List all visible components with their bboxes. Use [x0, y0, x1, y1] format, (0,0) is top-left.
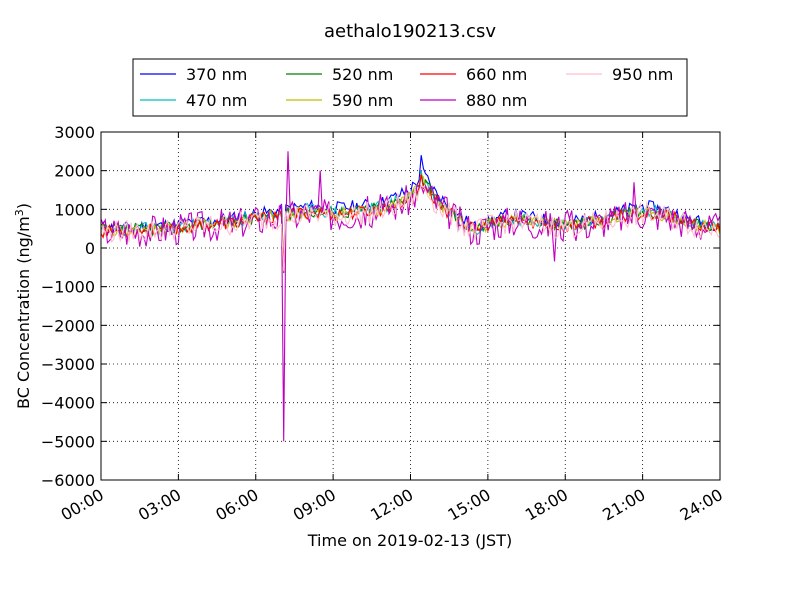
x-tick-label: 15:00 [444, 485, 493, 525]
legend: 370 nm 470 nm 520 nm 590 nm 660 nm 880 nm 950 … [132, 58, 688, 117]
x-tick-label: 18:00 [522, 485, 571, 525]
x-tick-label: 09:00 [290, 485, 339, 525]
legend-label: 470 nm [186, 91, 247, 110]
y-tick-label: −1000 [41, 278, 95, 297]
x-tick-label: 21:00 [599, 485, 648, 525]
y-tick-label: 0 [85, 239, 95, 258]
y-axis-label: BC Concentration (ng/m3) [13, 203, 33, 409]
legend-label: 660 nm [466, 65, 527, 84]
y-tick-label: −6000 [41, 471, 95, 490]
y-tick-label: 1000 [54, 200, 95, 219]
x-tick-label: 24:00 [677, 485, 726, 525]
legend-frame [132, 58, 688, 117]
legend-label: 950 nm [612, 65, 673, 84]
y-tick-label: −5000 [41, 432, 95, 451]
x-tick-label: 00:00 [58, 485, 107, 525]
y-tick-label: 2000 [54, 162, 95, 181]
y-axis-label-main: BC Concentration (ng/m [14, 216, 33, 409]
y-axis-label-superscript: 3 [13, 209, 26, 216]
x-tick-label: 06:00 [212, 485, 261, 525]
x-tick-label: 12:00 [367, 485, 416, 525]
series-line-590nm [100, 173, 721, 272]
series-line-950nm [100, 185, 721, 272]
legend-label: 370 nm [186, 65, 247, 84]
legend-label: 880 nm [466, 91, 527, 110]
y-axis-label-end: ) [14, 203, 33, 209]
x-axis-label: Time on 2019-02-13 (JST) [307, 531, 512, 550]
y-tick-label: −3000 [41, 355, 95, 374]
y-tick-label: −2000 [41, 316, 95, 335]
series-line-880nm [100, 151, 721, 442]
x-tick-label: 03:00 [135, 485, 184, 525]
chart-title: aethalo190213.csv [324, 21, 496, 42]
plot-area: 3000 2000 1000 0 −1000 −2000 −3000 −4000 −5000 −6… [41, 123, 726, 525]
legend-label: 520 nm [332, 65, 393, 84]
y-tick-label: 3000 [54, 123, 95, 142]
y-tick-label: −4000 [41, 394, 95, 413]
legend-label: 590 nm [332, 91, 393, 110]
